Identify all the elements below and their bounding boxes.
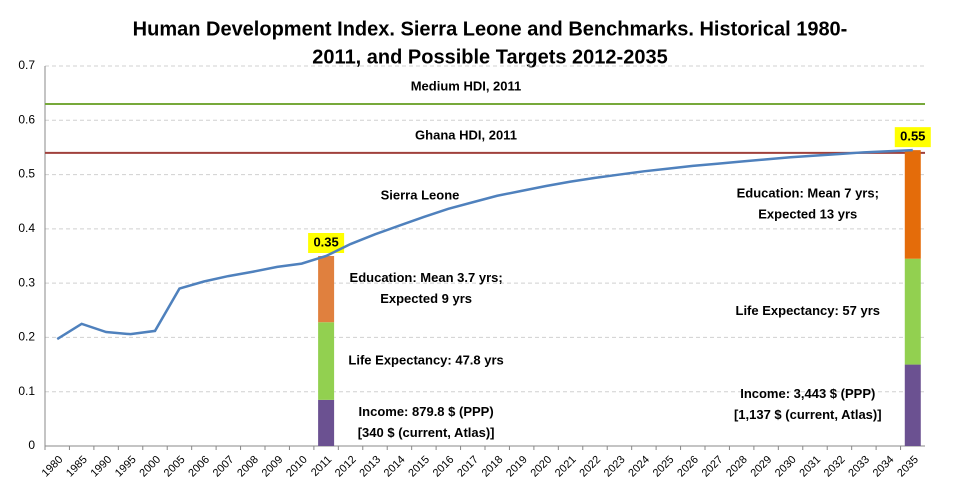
chart-title: Human Development Index. Sierra Leone an… bbox=[133, 18, 848, 40]
x-tick-label: 2008 bbox=[235, 454, 261, 480]
segment-annotation: [1,137 $ (current, Atlas)] bbox=[734, 407, 882, 422]
y-tick-label: 0.5 bbox=[18, 167, 35, 181]
x-tick-label: 1995 bbox=[113, 454, 139, 480]
x-tick-label: 2034 bbox=[871, 454, 897, 480]
x-tick-label: 2029 bbox=[748, 454, 774, 480]
x-tick-label: 2031 bbox=[797, 454, 823, 480]
x-tick-label: 2020 bbox=[528, 454, 554, 480]
segment-annotation: [340 $ (current, Atlas)] bbox=[358, 425, 495, 440]
x-tick-label: 2000 bbox=[137, 454, 163, 480]
reference-label: Medium HDI, 2011 bbox=[411, 78, 522, 93]
series-label: Sierra Leone bbox=[381, 187, 460, 202]
bar-segment bbox=[904, 364, 921, 446]
x-tick-label: 2009 bbox=[260, 454, 286, 480]
chart-title: 2011, and Possible Targets 2012-2035 bbox=[312, 46, 667, 68]
x-tick-label: 2032 bbox=[822, 454, 848, 480]
bar-segment bbox=[318, 322, 335, 400]
segment-annotation: Expected 13 yrs bbox=[758, 206, 857, 221]
x-tick-label: 2012 bbox=[333, 454, 359, 480]
y-tick-label: 0.4 bbox=[18, 221, 35, 235]
y-tick-label: 0.1 bbox=[18, 384, 35, 398]
segment-annotation: Income: 879.8 $ (PPP) bbox=[359, 404, 494, 419]
y-tick-label: 0.7 bbox=[18, 58, 35, 72]
x-tick-label: 2016 bbox=[431, 454, 457, 480]
x-tick-label: 2030 bbox=[773, 454, 799, 480]
x-tick-label: 2015 bbox=[406, 454, 432, 480]
x-tick-label: 1985 bbox=[64, 454, 90, 480]
y-tick-label: 0.3 bbox=[18, 275, 35, 289]
x-tick-label: 1980 bbox=[40, 454, 66, 480]
bar-segment bbox=[318, 256, 335, 323]
x-tick-label: 1990 bbox=[88, 454, 114, 480]
x-tick-label: 2027 bbox=[700, 454, 726, 480]
segment-annotation: Life Expectancy: 57 yrs bbox=[736, 303, 881, 318]
x-tick-label: 2022 bbox=[577, 454, 603, 480]
y-tick-label: 0 bbox=[28, 438, 35, 452]
x-tick-label: 2014 bbox=[382, 454, 408, 480]
x-tick-label: 2019 bbox=[504, 454, 530, 480]
x-tick-label: 2013 bbox=[357, 454, 383, 480]
x-tick-label: 2018 bbox=[480, 454, 506, 480]
segment-annotation: Life Expectancy: 47.8 yrs bbox=[348, 352, 503, 367]
x-tick-label: 2010 bbox=[284, 454, 310, 480]
x-tick-label: 2006 bbox=[186, 454, 212, 480]
y-tick-label: 0.2 bbox=[18, 330, 35, 344]
series-line bbox=[56, 148, 913, 341]
bar-segment bbox=[318, 399, 335, 446]
x-tick-label: 2021 bbox=[553, 454, 579, 480]
x-tick-label: 2007 bbox=[211, 454, 237, 480]
bar-segment bbox=[904, 150, 921, 259]
total-label: 0.35 bbox=[313, 234, 338, 249]
total-label-box bbox=[894, 127, 931, 148]
x-tick-label: 2023 bbox=[602, 454, 628, 480]
reference-label: Ghana HDI, 2011 bbox=[415, 127, 517, 142]
x-tick-label: 2024 bbox=[626, 454, 652, 480]
segment-annotation: Income: 3,443 $ (PPP) bbox=[740, 386, 875, 401]
segment-annotation: Education: Mean 3.7 yrs; bbox=[350, 270, 503, 285]
segment-annotation: Education: Mean 7 yrs; bbox=[737, 185, 879, 200]
x-tick-label: 2028 bbox=[724, 454, 750, 480]
bar-segment bbox=[904, 258, 921, 365]
x-tick-label: 2033 bbox=[846, 454, 872, 480]
x-tick-label: 2025 bbox=[651, 454, 677, 480]
x-tick-label: 2011 bbox=[309, 454, 334, 479]
segment-annotation: Expected 9 yrs bbox=[380, 291, 472, 306]
total-label-box bbox=[308, 233, 345, 253]
x-tick-label: 2005 bbox=[162, 454, 188, 480]
total-label: 0.55 bbox=[900, 129, 925, 144]
y-tick-label: 0.6 bbox=[18, 112, 35, 126]
x-tick-label: 2026 bbox=[675, 454, 701, 480]
x-tick-label: 2017 bbox=[455, 454, 481, 480]
x-tick-label: 2035 bbox=[895, 454, 921, 480]
